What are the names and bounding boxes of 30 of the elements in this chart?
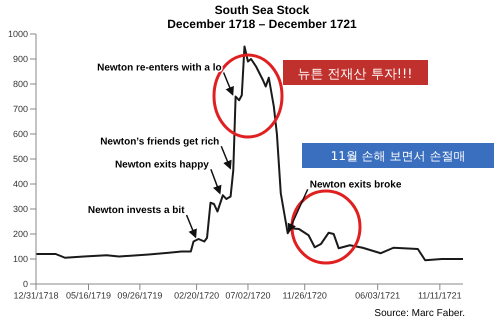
annotation: Newton exits happy xyxy=(114,159,210,170)
y-tick-label: 500 xyxy=(12,154,28,164)
x-tick-label: 09/26/1719 xyxy=(117,290,162,300)
x-tick-label: 11/11/1721 xyxy=(418,290,462,300)
y-tick-label: 1000 xyxy=(8,29,28,40)
y-tick-label: 200 xyxy=(12,229,28,240)
x-tick-label: 06/03/1721 xyxy=(355,290,400,300)
annotation: 뉴튼 전재산 투자!!! xyxy=(298,67,412,82)
line-series xyxy=(36,46,463,262)
x-tick-label: 05/16/1719 xyxy=(66,290,112,300)
x-tick-label: 02/20/1720 xyxy=(174,290,220,300)
chart-subtitle: December 1718 – December 1721 xyxy=(167,17,358,31)
y-tick-label: 700 xyxy=(12,104,28,114)
annotation: Newton re-enters with a lo xyxy=(97,62,222,74)
source-note: Source: Marc Faber. xyxy=(374,308,465,319)
x-tick-label: 07/02/1720 xyxy=(225,290,270,300)
y-tick-label: 100 xyxy=(12,254,28,264)
y-tick-label: 0 xyxy=(22,279,28,290)
x-tick-label: 12/31/1718 xyxy=(13,290,59,300)
y-tick-label: 600 xyxy=(12,129,28,140)
annotation: Newton exits broke xyxy=(310,179,402,190)
annotation: 11월 손해 보면서 손절매 xyxy=(330,149,466,163)
annotation: Newton invests a bit xyxy=(88,205,186,216)
y-tick-label: 400 xyxy=(12,179,28,190)
x-tick-label: 11/26/1720 xyxy=(282,290,327,300)
y-tick-label: 800 xyxy=(12,79,28,90)
chart-title: South Sea Stock xyxy=(214,3,310,17)
y-tick-label: 900 xyxy=(12,54,28,64)
annotation: Newton’s friends get rich xyxy=(100,136,220,148)
y-tick-label: 300 xyxy=(12,204,28,214)
